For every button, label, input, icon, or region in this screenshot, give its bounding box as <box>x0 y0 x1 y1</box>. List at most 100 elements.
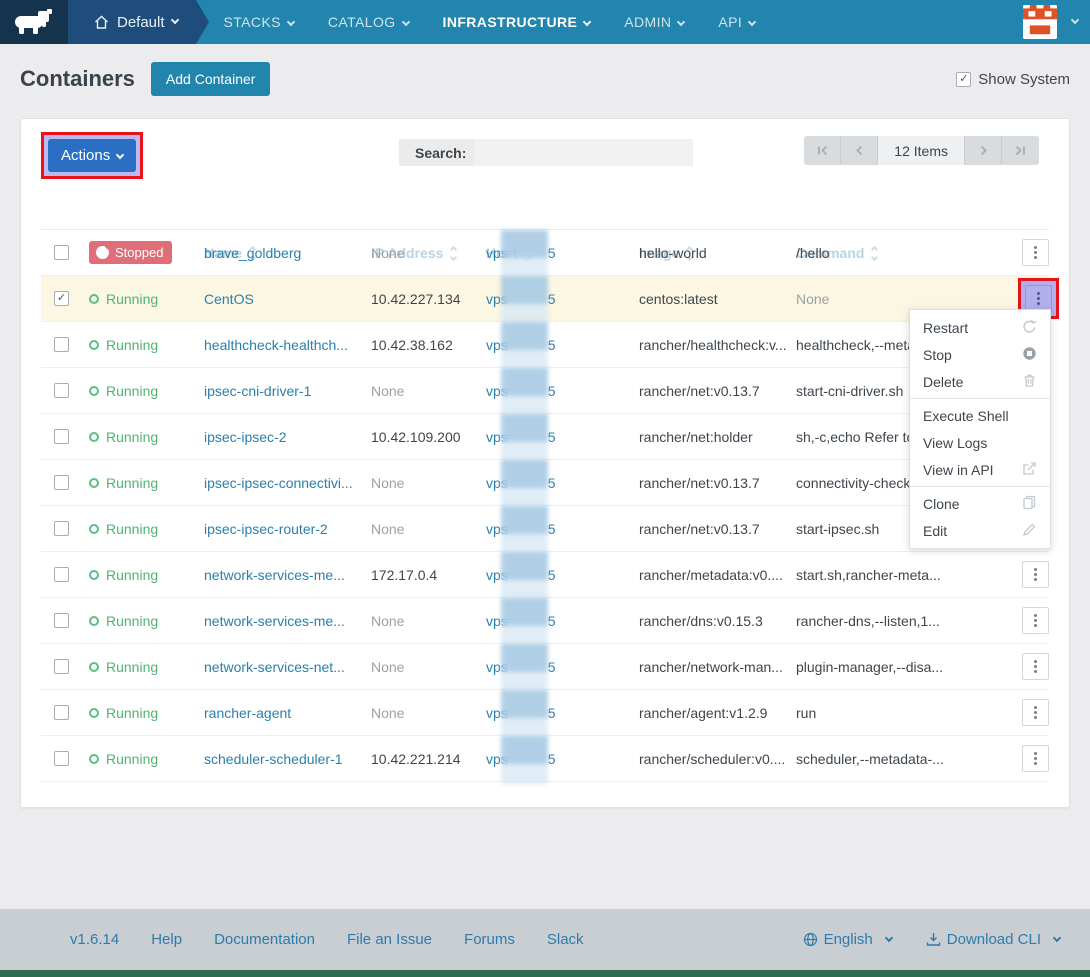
running-icon <box>89 615 99 626</box>
host-link[interactable]: vps <box>486 382 508 399</box>
row-menu-button[interactable] <box>1022 561 1049 588</box>
ip-address: None <box>371 474 405 491</box>
container-name-link[interactable]: brave_goldberg <box>204 244 302 261</box>
context-menu-item-edit[interactable]: Edit <box>910 517 1050 544</box>
row-menu-button[interactable] <box>1022 745 1049 772</box>
container-name-link[interactable]: ipsec-ipsec-2 <box>204 428 287 445</box>
row-checkbox[interactable] <box>54 613 69 628</box>
container-name-link[interactable]: CentOS <box>204 290 254 307</box>
running-icon <box>89 707 99 718</box>
nav-item-admin[interactable]: ADMIN <box>624 14 686 30</box>
prev-page-icon <box>855 145 863 156</box>
annotation-highlight-actions: Actions <box>41 132 144 179</box>
add-container-button[interactable]: Add Container <box>150 62 271 96</box>
context-menu-item-execute-shell[interactable]: Execute Shell <box>923 407 1009 424</box>
nav-item-stacks[interactable]: STACKS <box>224 14 296 30</box>
row-checkbox[interactable] <box>54 383 69 398</box>
environment-menu[interactable]: Default <box>68 0 209 44</box>
host-link[interactable]: vps <box>486 612 508 629</box>
search-input[interactable] <box>474 139 693 166</box>
status-running: Running <box>89 659 158 675</box>
rancher-logo[interactable] <box>0 0 68 44</box>
image-name: rancher/net:v0.13.7 <box>639 520 760 537</box>
download-cli-menu[interactable]: Download CLI <box>926 931 1062 948</box>
container-name-link[interactable]: ipsec-ipsec-connectivi... <box>204 474 353 491</box>
last-page-button[interactable] <box>1002 136 1039 165</box>
host-link[interactable]: vps <box>486 428 508 445</box>
row-checkbox[interactable] <box>54 337 69 352</box>
container-name-link[interactable]: network-services-me... <box>204 612 345 629</box>
footer-link-file-an-issue[interactable]: File an Issue <box>346 931 433 948</box>
footer-link-slack[interactable]: Slack <box>546 931 584 948</box>
nav-item-api[interactable]: API <box>718 14 757 30</box>
row-checkbox[interactable] <box>54 429 69 444</box>
column-header-command[interactable]: Command <box>796 245 879 261</box>
kebab-icon <box>1034 757 1037 760</box>
row-menu-button[interactable] <box>1025 285 1052 312</box>
language-selector[interactable]: English <box>803 931 894 948</box>
container-name-link[interactable]: healthcheck-healthch... <box>204 336 348 353</box>
context-menu-item-clone[interactable]: Clone <box>910 490 1050 517</box>
host-link[interactable]: vps <box>486 750 508 767</box>
row-checkbox[interactable] <box>54 567 69 582</box>
command-text: run <box>796 704 817 721</box>
row-checkbox[interactable]: ✓ <box>54 291 69 306</box>
context-menu-item-view-logs[interactable]: View Logs <box>923 434 988 451</box>
host-link[interactable]: vps <box>486 290 508 307</box>
containers-card: Actions Search: 12 Items <box>20 118 1070 808</box>
status-running: Running <box>89 429 158 445</box>
column-header-name[interactable]: Name <box>204 245 257 261</box>
show-system-checkbox[interactable]: ✓ <box>956 71 972 87</box>
image-name: rancher/network-man... <box>639 658 783 675</box>
footer-link-forums[interactable]: Forums <box>464 931 515 948</box>
row-checkbox[interactable] <box>54 659 69 674</box>
image-name: rancher/agent:v1.2.9 <box>639 704 768 721</box>
context-menu-item-restart[interactable]: Restart <box>910 314 1050 341</box>
host-link[interactable]: vps <box>486 336 508 353</box>
chevron-down-icon[interactable] <box>1070 15 1080 25</box>
container-name-link[interactable]: ipsec-cni-driver-1 <box>204 382 312 399</box>
row-checkbox[interactable] <box>54 475 69 490</box>
container-name-link[interactable]: rancher-agent <box>204 704 292 721</box>
host-link[interactable]: vps <box>486 244 508 261</box>
version-label[interactable]: v1.6.14 <box>70 931 120 948</box>
column-header-ip-address[interactable]: IP Address <box>371 245 458 261</box>
ip-address: 10.42.109.200 <box>371 428 461 445</box>
table-row: Running rancher-agent None vps 5 rancher/agen… <box>41 690 1049 736</box>
image-name: rancher/net:holder <box>639 428 753 445</box>
show-system-toggle[interactable]: ✓ Show System <box>956 71 1070 88</box>
footer-link-help[interactable]: Help <box>151 931 183 948</box>
next-page-button[interactable] <box>965 136 1002 165</box>
prev-page-button[interactable] <box>841 136 879 165</box>
row-menu-button[interactable] <box>1022 239 1049 266</box>
first-page-button[interactable] <box>804 136 842 165</box>
container-name-link[interactable]: scheduler-scheduler-1 <box>204 750 343 767</box>
row-menu-button[interactable] <box>1022 653 1049 680</box>
context-menu-item-stop[interactable]: Stop <box>910 341 1050 368</box>
user-avatar[interactable] <box>1023 5 1057 39</box>
container-name-link[interactable]: network-services-net... <box>204 658 345 675</box>
context-menu-item-view-in-api[interactable]: View in API <box>910 456 1050 483</box>
host-link[interactable]: vps <box>486 474 508 491</box>
nav-item-catalog[interactable]: CATALOG <box>328 14 410 30</box>
host-link[interactable]: vps <box>486 566 508 583</box>
host-link[interactable]: vps <box>486 520 508 537</box>
nav-item-infrastructure[interactable]: INFRASTRUCTURE <box>443 14 592 30</box>
host-link[interactable]: vps <box>486 704 508 721</box>
row-checkbox[interactable] <box>54 245 69 260</box>
container-name-link[interactable]: network-services-me... <box>204 566 345 583</box>
row-menu-button[interactable] <box>1022 607 1049 634</box>
row-menu-button[interactable] <box>1022 699 1049 726</box>
column-header-image[interactable]: Image <box>639 245 694 261</box>
menu-divider <box>910 486 1050 487</box>
container-name-link[interactable]: ipsec-ipsec-router-2 <box>204 520 328 537</box>
footer-link-documentation[interactable]: Documentation <box>214 931 315 948</box>
running-icon <box>89 523 99 534</box>
row-checkbox[interactable] <box>54 751 69 766</box>
host-link[interactable]: vps <box>486 658 508 675</box>
context-menu-item-delete[interactable]: Delete <box>910 368 1050 395</box>
status-running: Running <box>89 291 158 307</box>
row-checkbox[interactable] <box>54 705 69 720</box>
row-checkbox[interactable] <box>54 521 69 536</box>
actions-button[interactable]: Actions <box>48 139 137 172</box>
